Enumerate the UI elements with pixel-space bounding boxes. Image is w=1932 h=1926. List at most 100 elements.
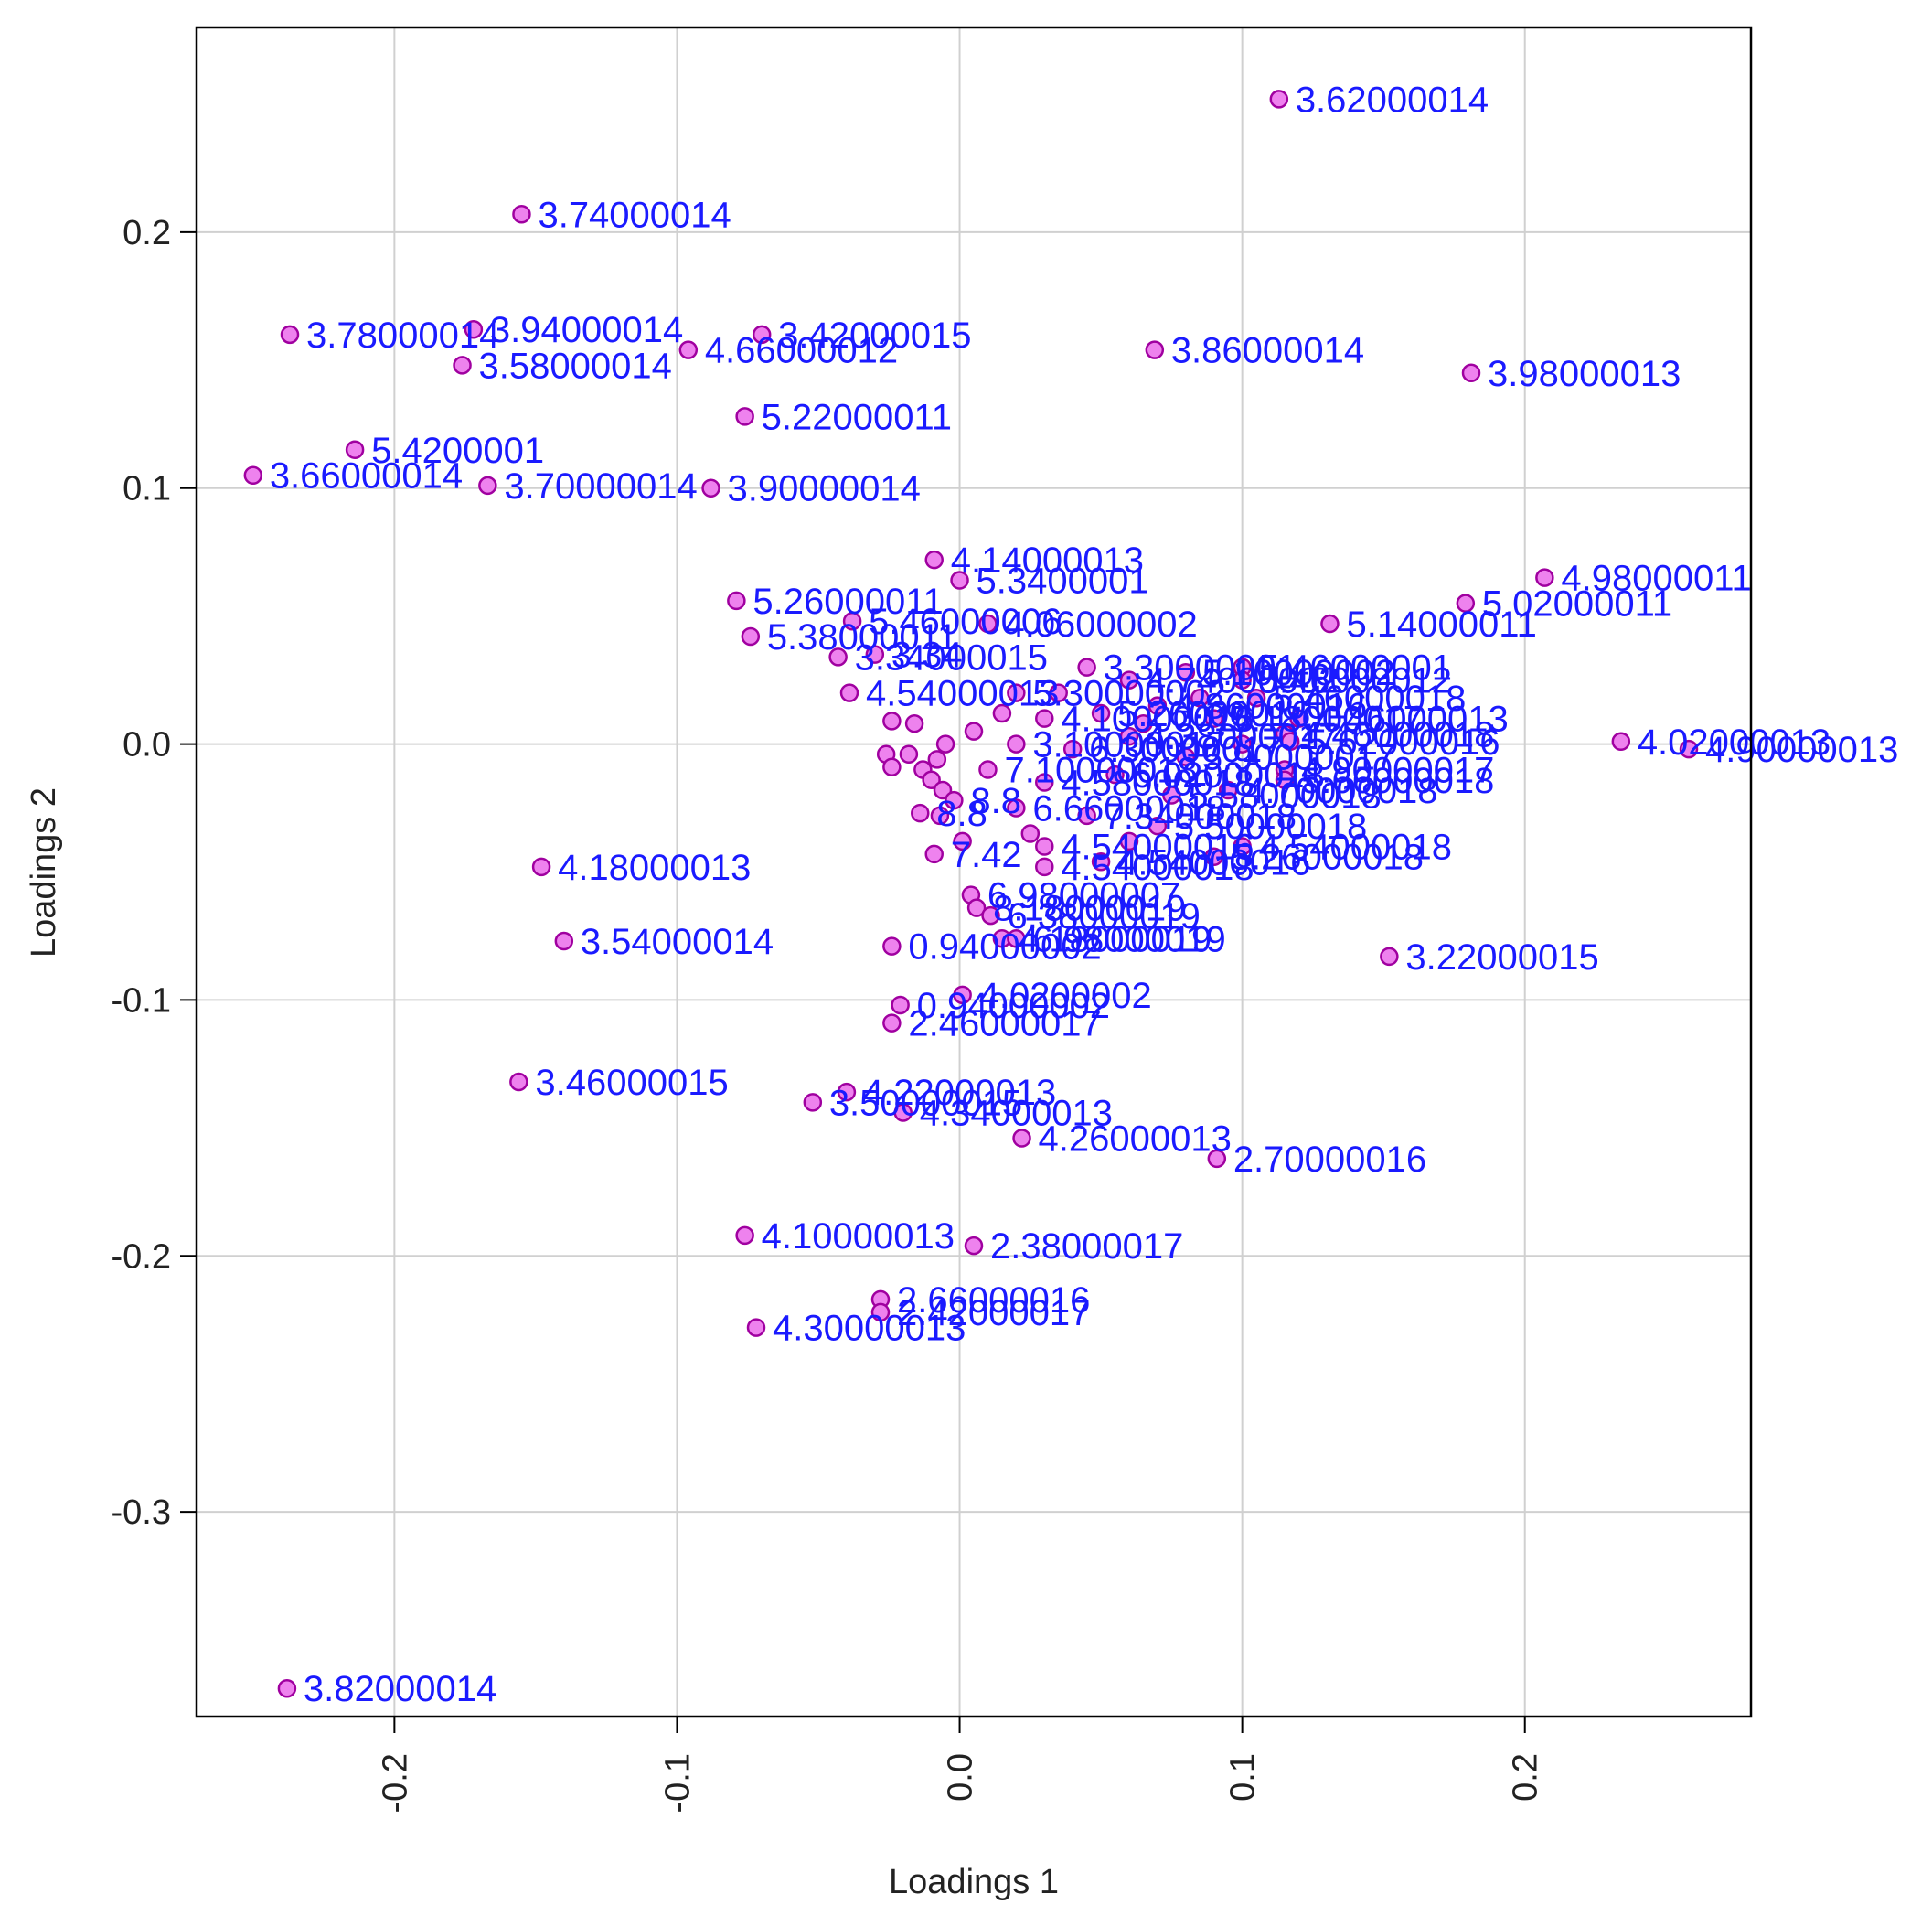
point-label: 3.22000015 [1405,937,1598,978]
scatter-point [1007,929,1026,948]
plot-frame [195,26,1753,1718]
scatter-point [924,844,944,864]
point-label: 5.22000011 [762,397,952,437]
point-label: 4.06000002 [1004,605,1197,645]
point-label: 5.66000018 [1301,761,1494,801]
scatter-point [554,931,574,951]
point-label: 3.70000014 [504,466,697,507]
scatter-point [1035,857,1054,877]
point-label: 0.94000002 [908,927,1101,968]
point-label: 3.66000014 [270,456,463,497]
scatter-point [280,325,300,345]
scatter-point [1204,847,1223,866]
points-layer [243,90,1699,1698]
point-label: 8.8 [936,794,987,834]
scatter-point [839,683,859,702]
scatter-point [803,1093,823,1112]
point-label: 2.38000017 [990,1226,1183,1267]
scatter-point [741,626,761,647]
scatter-point [904,713,924,733]
scatter-point [1119,831,1139,851]
scatter-point [1091,852,1111,872]
scatter-point [865,645,885,664]
scatter-point [464,319,484,339]
scatter-point [735,407,754,426]
point-label: 4.70000018 [1244,771,1437,811]
scatter-point [1145,340,1165,359]
point-label: 5.10000002 [1202,653,1395,693]
scatter-point [882,936,902,956]
scatter-point [1456,594,1476,613]
scatter-point [701,478,720,498]
point-label: 5.90000017 [1202,738,1395,778]
scatter-point [927,750,947,769]
point-label: 4.18000013 [558,848,751,888]
point-label: 4.46000013 [1315,700,1508,740]
scatter-point [924,550,944,570]
scatter-point [1147,816,1168,836]
point-label: 4.38000017 [1146,717,1339,757]
point-label: 8.8 [970,781,1021,821]
y-tick-label: 0.0 [123,726,171,765]
point-label: 3.42000015 [778,316,971,356]
scatter-point [837,1082,857,1102]
scatter-point [992,703,1012,723]
x-tick-label: 0.2 [1507,1753,1545,1802]
point-label: 5.46000006 [869,602,1062,642]
point-label: 4.58000018 [1061,764,1254,804]
scatter-point [1007,798,1026,818]
scatter-point [1007,683,1026,702]
scatter-point [1035,837,1054,856]
x-axis: -0.2 -0.1 0.0 0.1 0.2 [376,1717,1545,1813]
scatter-point [453,356,472,375]
point-label: 4.22000013 [863,1073,1056,1113]
y-axis-title: Loadings 2 [25,787,63,958]
scatter-point [735,1225,754,1246]
scatter-point [1077,658,1096,677]
point-label: 3.98000013 [1488,354,1681,394]
point-label: 3.34000015 [855,637,1048,678]
scatter-point [945,790,964,810]
scatter-point [1049,683,1068,702]
scatter-point [746,1318,766,1337]
y-tick-label: -0.1 [112,981,171,1020]
point-label: 2.66000016 [897,1280,1090,1321]
scatter-point [1035,709,1054,728]
scatter-point [1218,780,1238,800]
scatter-point [1535,568,1554,587]
scatter-point [922,770,941,790]
scatter-point [478,476,497,496]
scatter-point [893,1103,913,1122]
scatter-point [1062,739,1083,759]
point-label: 4.54000013 [866,674,1059,714]
point-label: 7.10000018 [1004,751,1197,791]
point-label: 6.30000017 [1089,730,1282,770]
scatter-point [1007,734,1026,754]
scatter-point [953,985,972,1005]
point-label: 4.66000012 [705,331,898,371]
x-axis-title: Loadings 1 [889,1863,1059,1901]
scatter-point [277,1678,297,1698]
scatter-point [882,1013,902,1033]
point-label: 7.34000018 [1104,797,1297,837]
scatter-point [978,760,998,779]
scatter-point [950,571,969,590]
scatter-point [891,995,910,1015]
scatter-point [882,757,902,777]
x-tick-label: 0.1 [1224,1753,1263,1802]
scatter-point [1020,824,1041,843]
point-label: 7.42 [951,835,1022,875]
point-label: 4.46000018 [1301,714,1494,754]
point-label: 8.18000019 [993,889,1186,929]
point-label: 5.38000011 [767,617,957,658]
point-label: 0.94000002 [917,986,1110,1026]
scatter-point [1289,709,1308,728]
point-label: 4.0200002 [979,976,1152,1016]
scatter-point [933,780,953,800]
point-label: 4.54000018 [1061,848,1254,888]
point-label: 5.14000011 [1346,605,1536,645]
point-label: 4.34000013 [920,1094,1113,1134]
scatter-point [1105,765,1125,785]
scatter-point [1119,726,1139,746]
